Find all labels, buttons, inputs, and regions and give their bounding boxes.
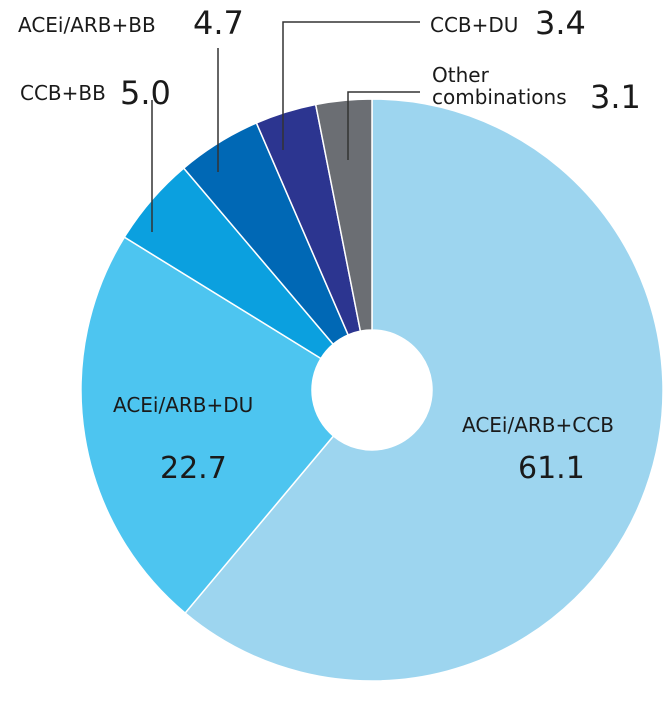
slice-label: Other combinations xyxy=(432,63,567,109)
leader-line xyxy=(282,21,420,150)
value-label: 3.1 xyxy=(590,78,641,116)
leader-line xyxy=(347,91,420,160)
value-label: 3.4 xyxy=(535,4,586,42)
value-label: 22.7 xyxy=(160,451,227,486)
slice-label: ACEi/ARB+DU xyxy=(113,393,254,417)
slice-label: ACEi/ARB+CCB xyxy=(462,413,614,437)
value-label: 61.1 xyxy=(518,451,585,486)
slice-label: ACEi/ARB+BB xyxy=(18,13,156,37)
slice-label: CCB+BB xyxy=(20,81,106,105)
value-label: 5.0 xyxy=(120,74,171,112)
slice-label: CCB+DU xyxy=(430,13,519,37)
slice xyxy=(184,98,664,682)
value-label: 4.7 xyxy=(193,4,244,42)
slice xyxy=(80,236,335,615)
slice xyxy=(314,98,373,333)
